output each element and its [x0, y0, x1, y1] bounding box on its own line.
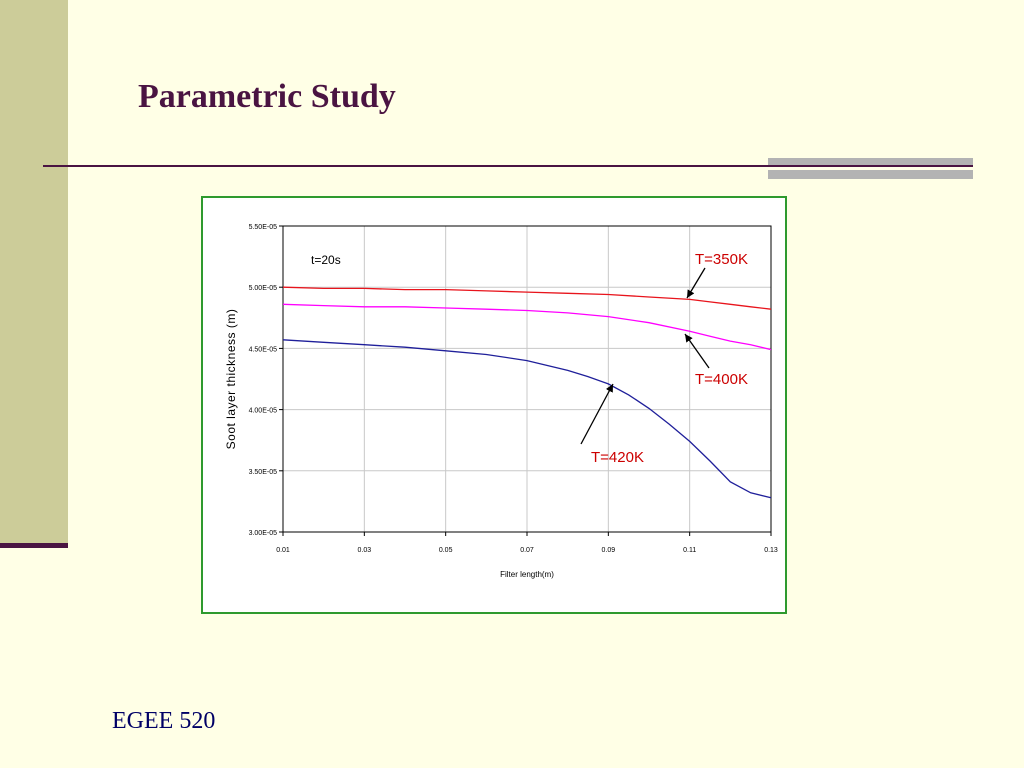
series-line-t-400k — [282, 303, 772, 351]
divider-accent-bar-top — [768, 158, 973, 165]
chart-ticks: 3.00E-05 3.50E-05 4.00E-05 4.50E-05 5.00E-05… — [249, 224, 778, 554]
x-tick-label: 0.07 — [520, 547, 534, 554]
y-axis-title: Soot layer thickness (m) — [224, 309, 238, 450]
y-tick-label: 4.00E-05 — [249, 408, 278, 415]
side-decoration-band — [0, 0, 68, 546]
course-footer: EGEE 520 — [112, 708, 216, 734]
y-tick-label: 3.00E-05 — [249, 530, 278, 537]
y-tick-label: 5.00E-05 — [249, 285, 278, 292]
annotation-arrow — [686, 267, 706, 299]
y-tick-label: 3.50E-05 — [249, 469, 278, 476]
series-line-t-420k — [282, 339, 772, 499]
x-tick-label: 0.01 — [276, 547, 290, 554]
divider-accent-bar-bottom — [768, 170, 973, 179]
soot-thickness-chart: 3.00E-05 3.50E-05 4.00E-05 4.50E-05 5.00E-05… — [224, 224, 778, 579]
x-tick-label: 0.09 — [602, 547, 616, 554]
y-tick-label: 4.50E-05 — [249, 346, 278, 353]
annotation-arrow — [684, 333, 710, 369]
x-tick-label: 0.03 — [358, 547, 372, 554]
curve-label-t-420k: T=420K — [591, 449, 644, 466]
side-decoration-line — [0, 543, 68, 548]
x-tick-label: 0.11 — [683, 547, 696, 554]
x-tick-label: 0.13 — [764, 547, 778, 554]
chart-annotations: T=350K T=400K T=420K — [580, 251, 748, 466]
annotation-arrow — [580, 383, 614, 445]
slide-title: Parametric Study — [138, 78, 396, 115]
chart-frame: 3.00E-05 3.50E-05 4.00E-05 4.50E-05 5.00E-05… — [201, 196, 787, 614]
chart-series — [282, 286, 772, 499]
series-line-t-350k — [282, 286, 772, 310]
curve-label-t-400k: T=400K — [695, 371, 748, 388]
x-tick-label: 0.05 — [439, 547, 453, 554]
chart-grid — [283, 226, 771, 532]
time-annotation: t=20s — [311, 253, 341, 267]
title-divider — [43, 165, 973, 167]
curve-label-t-350k: T=350K — [695, 251, 748, 268]
x-axis-title: Filter length(m) — [500, 570, 554, 579]
y-tick-label: 5.50E-05 — [249, 224, 278, 231]
